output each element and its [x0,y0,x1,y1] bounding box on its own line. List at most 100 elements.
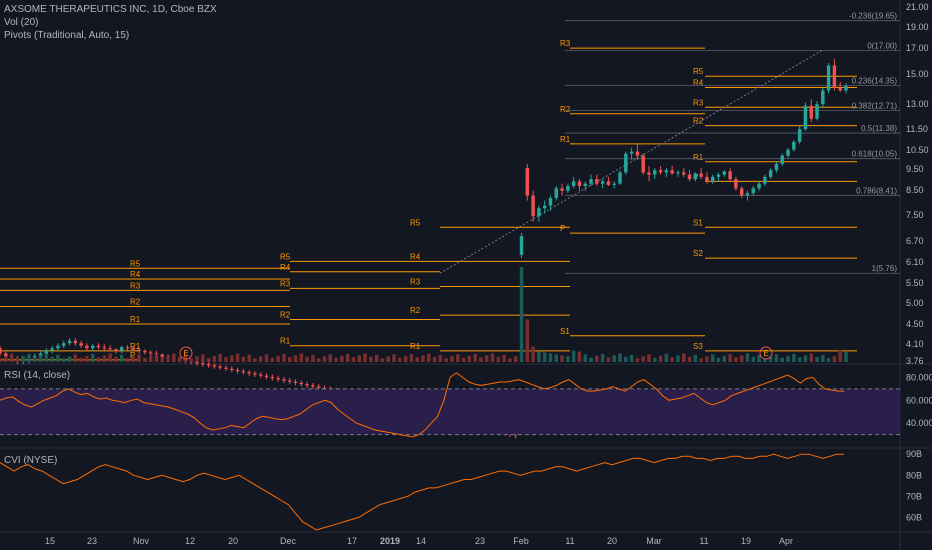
volume-bar [473,353,477,362]
candle-body [745,193,750,196]
volume-bar [571,350,576,362]
candle-body [629,151,634,154]
volume-bar [554,354,559,362]
volume-bar [768,356,773,362]
candle-body [0,348,2,354]
time-tick-label: Dec [280,536,297,546]
candle-body [270,376,275,379]
candle-body [224,367,228,369]
candle-body [687,174,692,180]
candle-body [56,345,60,349]
volume-bar [409,353,414,362]
candle-body [4,353,8,357]
candle-body [79,343,83,346]
volume-bar [369,356,373,362]
volume-bar [456,354,460,362]
price-tick-label: 6.10 [906,257,924,267]
candle-body [768,170,773,177]
volume-bar [537,351,541,362]
fib-trend-line [439,50,823,274]
candle-body [67,340,72,344]
volume-bar [612,355,616,362]
candle-body [96,345,101,348]
volume-bar [56,354,60,362]
candle-body [131,348,136,350]
candle-body [311,385,315,387]
volume-bar [137,354,141,362]
candle-body [287,380,292,382]
volume-bar [757,354,761,362]
volume-bar [461,357,466,362]
volume-bar [797,357,802,362]
rsi-legend: RSI (14, close) [4,370,71,381]
volume-bar [218,353,222,362]
candle-body [780,155,784,164]
volume-bar [33,357,37,362]
candle-body [114,349,118,351]
pivot-label-r2: R2 [560,105,571,114]
volume-bar [9,354,14,362]
volume-bar [189,358,193,362]
volume-bar [786,355,790,362]
volume-bar [531,346,535,362]
volume-bar [351,357,356,362]
pivot-label-p: P [560,224,565,233]
pivot-label-r3: R3 [693,98,704,107]
candle-body [85,345,89,349]
candle-body [282,379,286,381]
candle-body [212,365,217,367]
volume-bar [427,353,431,362]
time-tick-label: 11 [565,536,574,546]
candle-body [751,188,756,194]
price-tick-label: 15.00 [906,69,929,79]
candle-body [519,236,524,255]
time-tick-label: 15 [45,536,55,546]
candle-body [577,181,582,187]
time-tick-label: 20 [607,536,617,546]
candle-body [247,372,251,374]
volume-bar [125,358,130,362]
volume-bar [380,358,385,362]
volume-bar [299,353,304,362]
volume-bar [154,353,159,362]
candle-body [809,105,813,119]
volume-bar [600,353,605,362]
candle-body [90,345,95,349]
volume-bar [102,355,107,362]
candle-body [264,375,269,377]
pivots-legend: Pivots (Traditional, Auto, 15) [4,30,130,41]
volume-bar [90,353,95,362]
volume-bar [386,356,390,362]
volume-bar [548,353,553,362]
volume-bar [247,354,251,362]
candle-body [624,153,628,173]
candle-body [571,181,576,187]
volume-bar [728,353,732,362]
candle-body [566,186,570,191]
pivot-label-r1: R1 [130,315,141,324]
pivot-label-s1: S1 [560,327,570,336]
volume-bar [438,354,443,362]
pivot-label-r4: R4 [280,263,291,272]
candle-body [739,188,744,196]
fib-label: -0.236(19.65) [849,12,897,21]
volume-bar [705,356,709,362]
volume-bar [693,354,698,362]
cvi-tick-label: 70B [906,491,922,501]
volume-bar [293,355,298,362]
candle-body [241,371,246,373]
candle-body [832,65,837,88]
candle-body [653,170,657,175]
pivot-label-r3: R3 [410,278,421,287]
candle-body [38,353,43,357]
volume-bar [206,357,211,362]
pivot-label-r5: R5 [280,252,291,261]
volume-bar [114,356,118,362]
candle-body [699,173,703,177]
volume-bar [513,356,518,362]
candle-body [276,378,280,380]
volume-bar [670,357,674,362]
volume-bar [38,355,43,362]
